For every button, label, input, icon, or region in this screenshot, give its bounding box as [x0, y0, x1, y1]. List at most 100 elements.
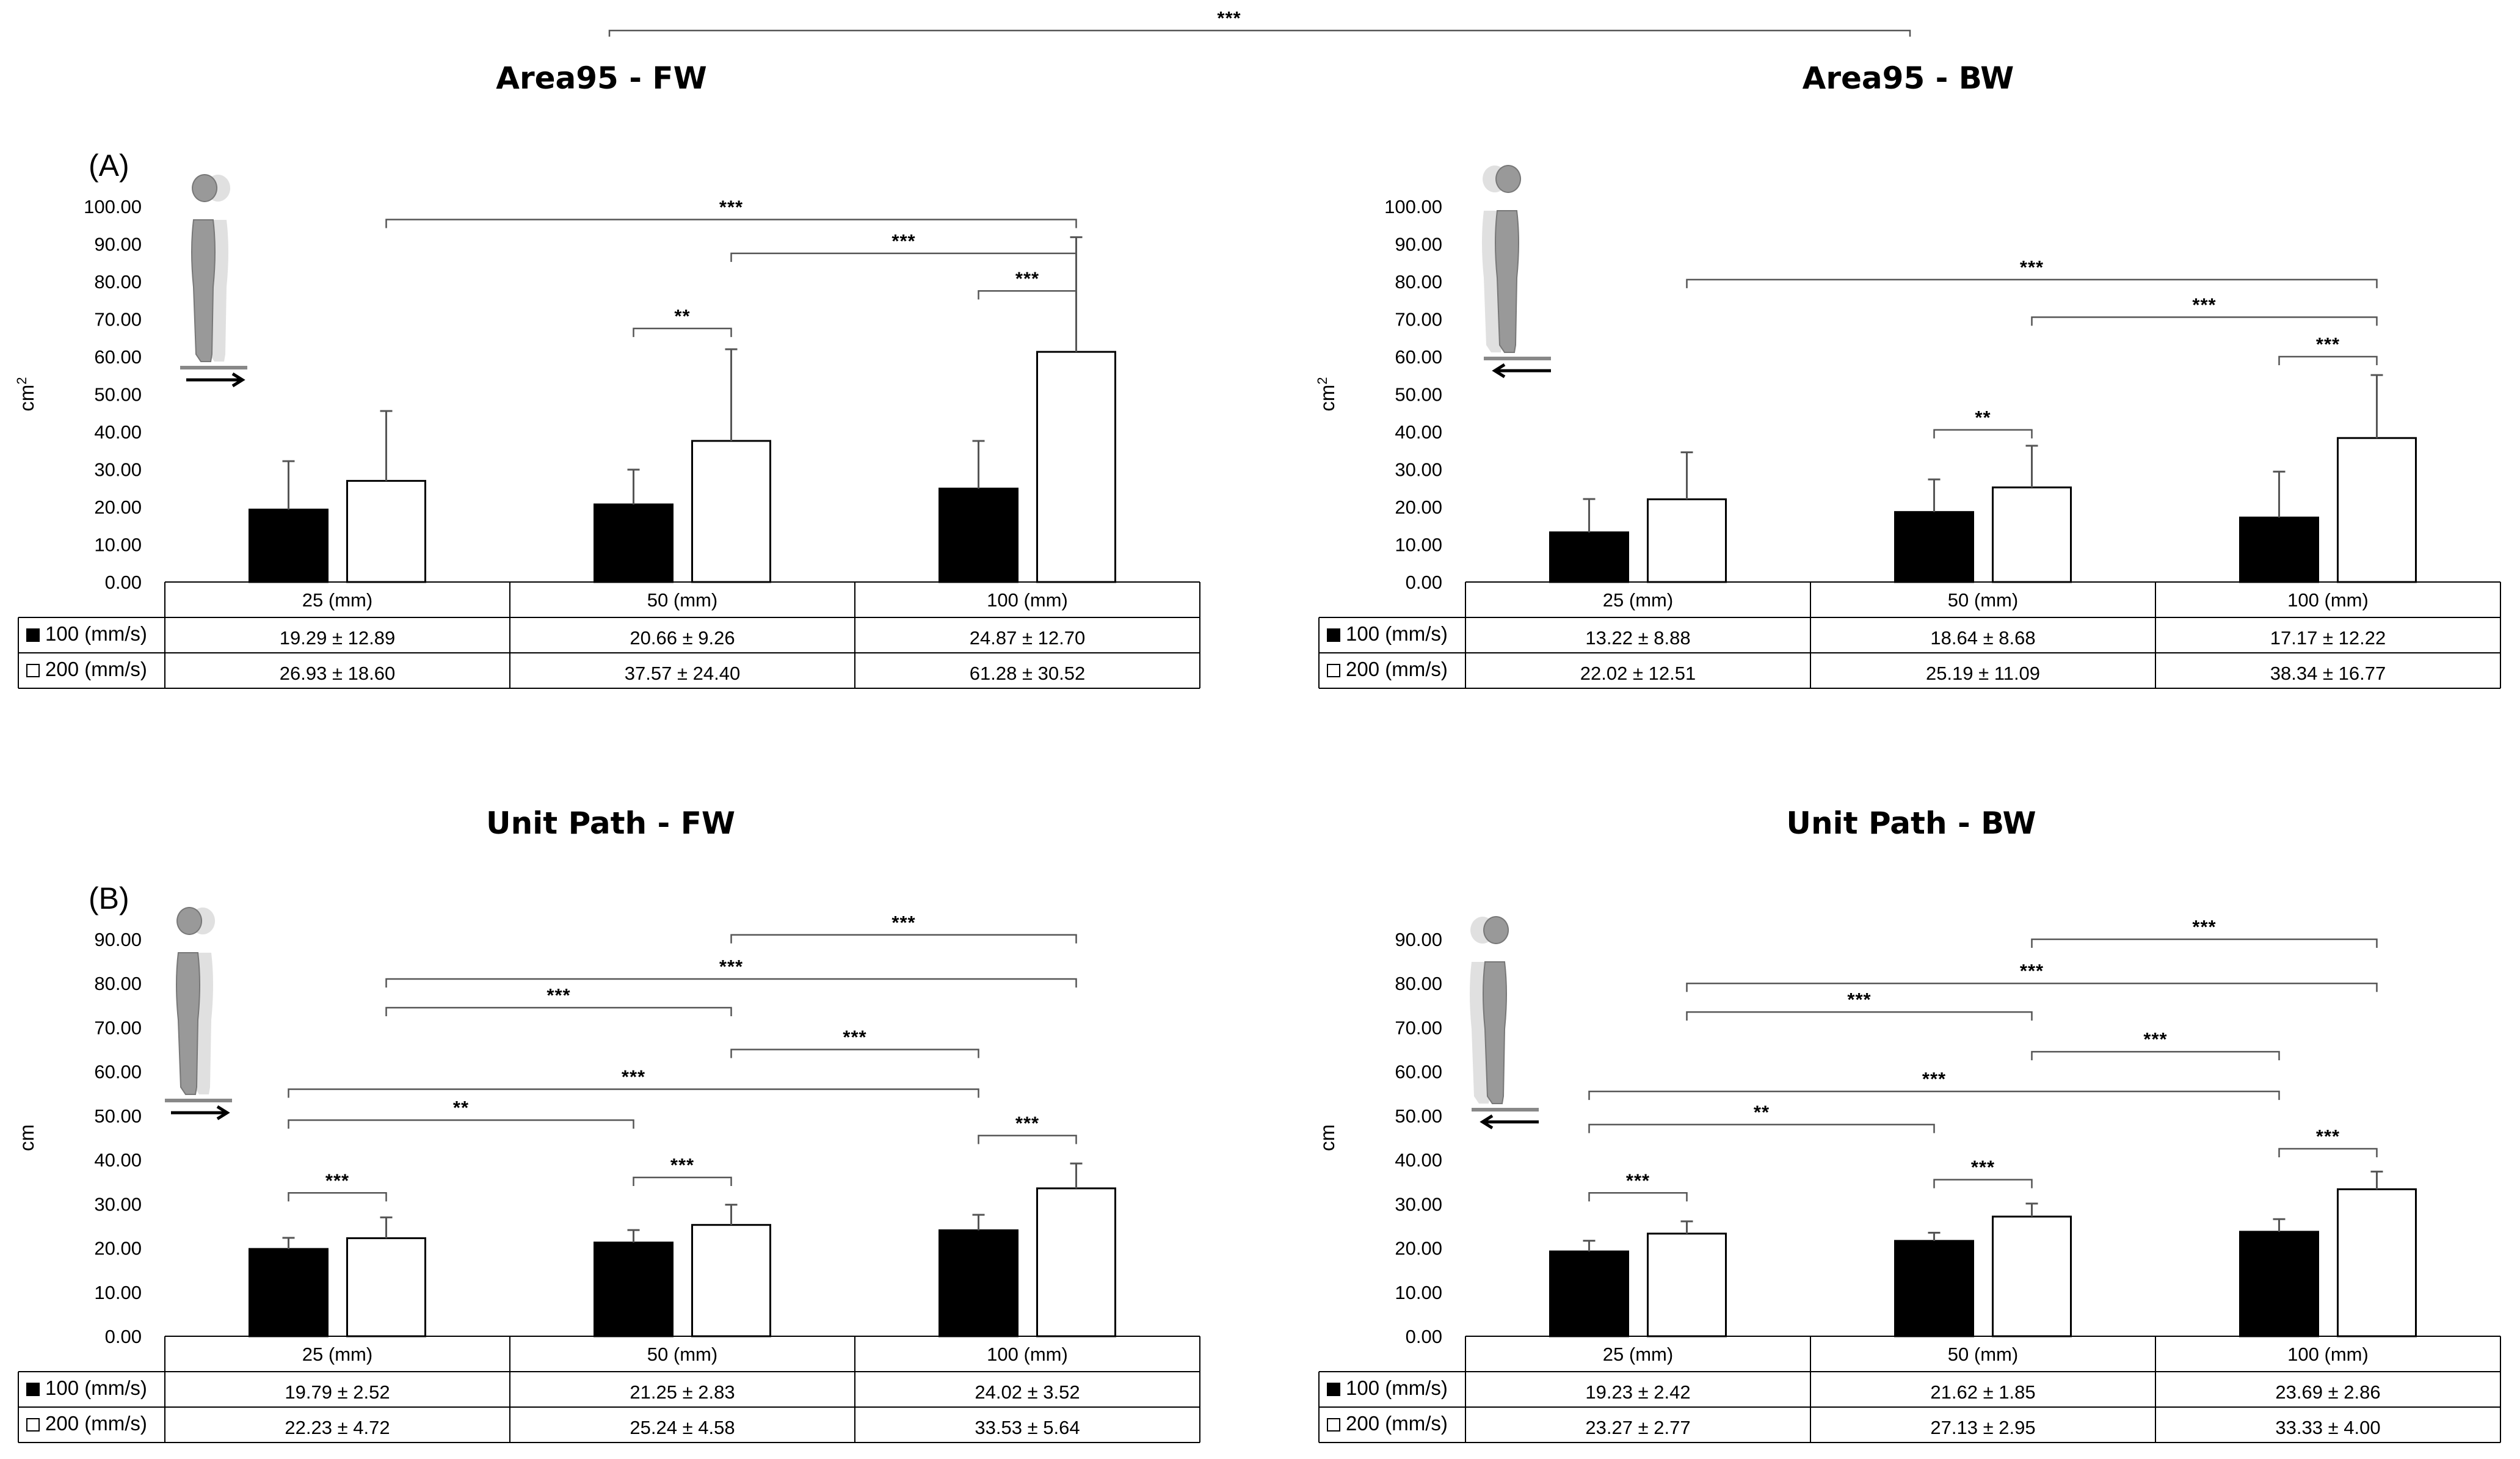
- bar-200-2: [1036, 1187, 1116, 1337]
- bar-100-1: [594, 1242, 674, 1337]
- category-label: 100 (mm): [987, 1344, 1068, 1365]
- bar-200-1: [1992, 1215, 2072, 1337]
- legend-swatch-white: [26, 664, 40, 677]
- significance-label: ***: [622, 1066, 645, 1088]
- bar-200-0: [346, 1237, 426, 1337]
- y-tick-label: 70.00: [1395, 309, 1442, 330]
- arrow-right-icon: [186, 372, 245, 388]
- category-label: 50 (mm): [1948, 589, 2018, 611]
- table-cell: 17.17 ± 12.22: [2270, 627, 2386, 649]
- error-bar: [1680, 1220, 1693, 1234]
- bar-200-0: [1647, 1232, 1727, 1337]
- legend-label: 100 (mm/s): [45, 622, 147, 645]
- error-bar: [627, 468, 640, 504]
- category-label: 100 (mm): [987, 589, 1068, 611]
- table-cell: 33.53 ± 5.64: [975, 1417, 1080, 1438]
- y-tick-label: 80.00: [1395, 973, 1442, 994]
- error-bar: [380, 1216, 393, 1239]
- y-tick-label: 90.00: [94, 929, 142, 950]
- legend-swatch-black: [1327, 628, 1340, 642]
- y-tick-label: 30.00: [94, 459, 142, 481]
- significance-bracket: [2031, 1050, 2280, 1061]
- table-cell: 27.13 ± 2.95: [1930, 1417, 2035, 1438]
- significance-bracket: [1588, 1192, 1688, 1202]
- y-tick-label: 50.00: [1395, 1105, 1442, 1127]
- y-axis-label-unit: cm: [1316, 385, 1338, 412]
- y-tick-label: 10.00: [94, 534, 142, 556]
- table-cell: 26.93 ± 18.60: [280, 663, 395, 684]
- table-cell: 22.02 ± 12.51: [1580, 663, 1696, 684]
- category-label: 50 (mm): [647, 1344, 717, 1365]
- significance-bracket: [1588, 1090, 2280, 1101]
- table-cell: 19.29 ± 12.89: [280, 627, 395, 649]
- standing-figure-backward-arrow-icon: [1470, 916, 1539, 1130]
- y-tick-label: 80.00: [94, 271, 142, 293]
- y-tick-label: 60.00: [94, 1061, 142, 1083]
- arrow-left-icon: [1492, 363, 1551, 379]
- significance-bracket: [978, 290, 1077, 300]
- bar-200-0: [346, 479, 426, 583]
- significance-label: ***: [1626, 1170, 1650, 1191]
- significance-bracket: [385, 219, 1077, 228]
- chart-title: Unit Path - FW: [486, 806, 735, 841]
- y-tick-label: 20.00: [94, 497, 142, 518]
- y-tick-label: 50.00: [94, 384, 142, 406]
- significance-label: ***: [670, 1154, 694, 1176]
- y-axis-label-exponent: 2: [14, 377, 29, 384]
- significance-label: ***: [1015, 267, 1039, 289]
- table-cell: 25.19 ± 11.09: [1926, 663, 2040, 684]
- y-tick-label: 0.00: [105, 1326, 142, 1347]
- bar-200-2: [2337, 437, 2417, 583]
- y-axis-label: cm: [15, 1124, 38, 1151]
- legend-swatch-black: [1327, 1383, 1340, 1396]
- bar-100-2: [2239, 1231, 2319, 1337]
- error-bar: [1583, 1240, 1596, 1252]
- legend-swatch-black: [26, 628, 40, 642]
- category-label: 100 (mm): [2287, 589, 2369, 611]
- standing-figure-forward-arrow-icon: [180, 174, 247, 388]
- figure-body: [1495, 165, 1522, 353]
- significance-label: ***: [843, 1027, 866, 1048]
- significance-label: ***: [1922, 1068, 1946, 1090]
- y-tick-label: 100.00: [84, 196, 142, 217]
- y-tick-label: 20.00: [1395, 1238, 1442, 1259]
- y-axis-label: cm: [1316, 1124, 1338, 1151]
- arrow-left-icon: [1480, 1114, 1539, 1130]
- y-tick-label: 30.00: [94, 1193, 142, 1215]
- panel-label-a: (A): [89, 148, 129, 183]
- y-axis-label-exponent: 2: [1315, 377, 1330, 384]
- significance-bracket: [1686, 982, 2378, 992]
- significance-bracket: [1588, 1124, 1935, 1133]
- y-tick-label: 0.00: [1406, 1326, 1442, 1347]
- y-axis-label: cm2: [14, 377, 38, 411]
- significance-bracket: [2031, 938, 2378, 948]
- y-axis-label-unit: cm: [1316, 1124, 1338, 1151]
- chart-4: Unit Path - BW cm 0.00 10.00 20.00 30.00 40.00…: [1316, 806, 2501, 1443]
- significance-bracket: [730, 934, 1077, 944]
- table-cell: 21.62 ± 1.85: [1930, 1381, 2035, 1403]
- table-cell: 20.66 ± 9.26: [630, 627, 735, 649]
- error-bar: [1680, 451, 1693, 500]
- significance-bracket: [288, 1192, 387, 1202]
- table-cell: 19.79 ± 2.52: [285, 1381, 390, 1403]
- y-tick-label: 50.00: [1395, 384, 1442, 406]
- legend-swatch-white: [26, 1418, 40, 1432]
- significance-bracket: [1933, 1179, 2033, 1188]
- chart-title: Area95 - FW: [496, 60, 706, 96]
- y-tick-label: 80.00: [94, 973, 142, 994]
- bar-200-0: [1647, 498, 1727, 583]
- significance-bracket: [288, 1088, 979, 1098]
- figure-body: [191, 174, 218, 362]
- significance-bracket: [1686, 1011, 2033, 1021]
- legend-label: 200 (mm/s): [1346, 658, 1448, 680]
- table-cell: 33.33 ± 4.00: [2275, 1417, 2380, 1438]
- significance-label: ***: [1971, 1157, 1995, 1178]
- significance-label: ***: [546, 984, 570, 1006]
- category-label: 25 (mm): [1603, 589, 1673, 611]
- significance-label: ***: [2192, 294, 2216, 315]
- y-tick-label: 10.00: [1395, 534, 1442, 556]
- error-bar: [2370, 374, 2383, 438]
- significance-bracket: [385, 1006, 732, 1016]
- bar-100-2: [2239, 516, 2319, 583]
- significance-label: ***: [891, 230, 915, 252]
